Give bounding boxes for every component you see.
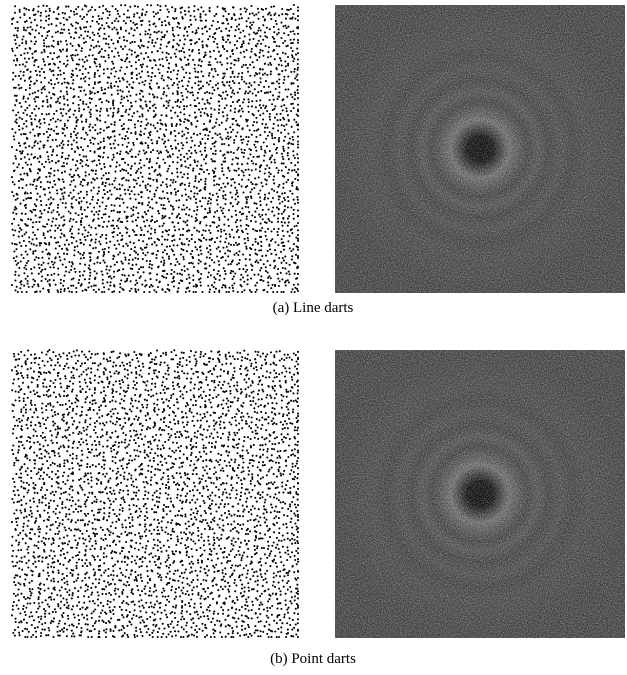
point-distribution (12, 5, 298, 292)
figure: (a) Line darts (b) Point darts (0, 0, 627, 675)
power-spectrum (335, 5, 625, 293)
sample-points (12, 350, 298, 637)
caption: (a) Line darts (273, 300, 354, 316)
figure-row: (a) Line darts (12, 5, 625, 316)
caption: (b) Point darts (270, 651, 356, 667)
point-distribution (12, 350, 298, 637)
power-spectrum (335, 350, 625, 638)
sample-points (12, 5, 298, 292)
figure-row: (b) Point darts (12, 350, 625, 667)
